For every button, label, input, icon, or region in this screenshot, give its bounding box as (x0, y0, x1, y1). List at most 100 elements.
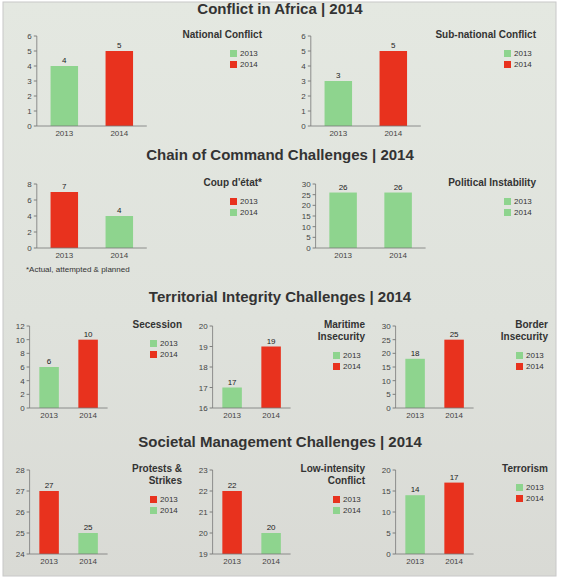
x-tick-label: 2014 (79, 411, 97, 420)
section-heading: Territorial Integrity Challenges | 2014 (149, 288, 412, 305)
y-axis (29, 326, 30, 408)
legend-label: 2013 (514, 197, 532, 206)
y-tick-label: 19 (199, 343, 208, 352)
x-tick-label: 2014 (79, 557, 97, 566)
y-tick-label: 0 (27, 244, 32, 253)
y-tick (27, 408, 30, 409)
data-label: 7 (62, 182, 67, 191)
x-tick-label: 2013 (406, 557, 424, 566)
x-tick-label: 2014 (262, 557, 280, 566)
bars (222, 347, 281, 409)
y-tick (308, 126, 311, 127)
y-tick (308, 51, 311, 52)
y-tick-label: 5 (306, 233, 311, 242)
y-tick-label: 24 (16, 550, 25, 559)
bar (51, 66, 79, 126)
page (0, 0, 561, 580)
y-tick (308, 111, 311, 112)
y-tick-label: 3 (301, 77, 306, 86)
title-line: Secession (133, 319, 182, 330)
y-tick-label: 0 (386, 550, 391, 559)
y-tick (34, 96, 37, 97)
legend-label: 2014 (526, 494, 544, 503)
legend-swatch (504, 209, 511, 216)
legend-label: 2014 (526, 362, 544, 371)
x-tick-label: 2013 (406, 411, 424, 420)
y-tick (210, 470, 213, 471)
y-tick-label: 0 (27, 122, 32, 131)
legend-swatch (230, 209, 237, 216)
legend-swatch (516, 352, 523, 359)
y-tick-label: 0 (301, 122, 306, 131)
y-tick-label: 26 (16, 508, 25, 517)
y-tick-label: 21 (199, 508, 208, 517)
panel: 024687420132014Coup d'état*20132014*Actu… (26, 177, 262, 274)
x-axis (213, 408, 291, 409)
data-label: 27 (45, 481, 54, 490)
panel: 05101520141720132014Terrorism20132014 (382, 463, 548, 566)
y-tick (27, 367, 30, 368)
panel: 1920212223222020132014Low-intensityConfl… (199, 463, 366, 566)
y-tick (27, 394, 30, 395)
y-tick-label: 30 (382, 322, 391, 331)
legend-swatch (230, 61, 237, 68)
x-axis (213, 554, 291, 555)
y-tick (393, 339, 396, 340)
bars (51, 192, 134, 248)
panel-title: Secession (133, 319, 182, 330)
x-tick-label: 2014 (262, 411, 280, 420)
y-tick (27, 491, 30, 492)
y-tick (34, 51, 37, 52)
x-axis (311, 126, 421, 127)
x-axis (37, 248, 147, 249)
title-line: Coup d'état* (204, 177, 263, 188)
section-heading: Chain of Command Challenges | 2014 (146, 146, 414, 163)
bar (380, 51, 408, 126)
bar (51, 192, 79, 248)
bar (78, 533, 98, 554)
y-tick (34, 216, 37, 217)
y-axis (29, 470, 30, 554)
y-tick (34, 66, 37, 67)
y-tick-label: 0 (386, 404, 391, 413)
panel-title: Protests &Strikes (132, 463, 182, 486)
legend-swatch (333, 352, 340, 359)
y-tick (308, 96, 311, 97)
y-tick-label: 2 (301, 92, 306, 101)
panel: 1617181920171920132014MaritimeInsecurity… (199, 319, 366, 420)
data-label: 26 (339, 183, 348, 192)
section-heading: Societal Management Challenges | 2014 (138, 433, 422, 450)
y-tick-label: 10 (302, 223, 311, 232)
data-label: 26 (394, 183, 403, 192)
data-label: 10 (84, 330, 93, 339)
y-tick-label: 22 (199, 487, 208, 496)
y-tick-label: 25 (382, 336, 391, 345)
y-tick (27, 512, 30, 513)
y-tick-label: 28 (16, 466, 25, 475)
legend-label: 2014 (514, 208, 532, 217)
y-tick (210, 533, 213, 534)
bar (444, 483, 464, 554)
legend-label: 2013 (343, 495, 361, 504)
data-label: 3 (336, 71, 341, 80)
y-tick (393, 512, 396, 513)
y-tick (308, 66, 311, 67)
bar (405, 359, 425, 408)
y-tick-label: 8 (27, 180, 32, 189)
x-tick-label: 2013 (55, 251, 73, 260)
panel: 01234563520132014Sub-national Conflict20… (301, 29, 536, 138)
y-tick (393, 491, 396, 492)
y-axis (212, 326, 213, 408)
y-tick (393, 394, 396, 395)
legend-swatch (150, 351, 157, 358)
title-line: Conflict (328, 475, 366, 486)
y-tick-label: 6 (301, 32, 306, 41)
bars (329, 193, 412, 248)
title-line: Political Instability (448, 177, 536, 188)
y-tick-label: 17 (199, 384, 208, 393)
x-tick-label: 2014 (110, 251, 128, 260)
legend-label: 2013 (240, 49, 258, 58)
y-tick (313, 205, 316, 206)
x-axis (30, 554, 108, 555)
panel-title: Political Instability (448, 177, 536, 188)
